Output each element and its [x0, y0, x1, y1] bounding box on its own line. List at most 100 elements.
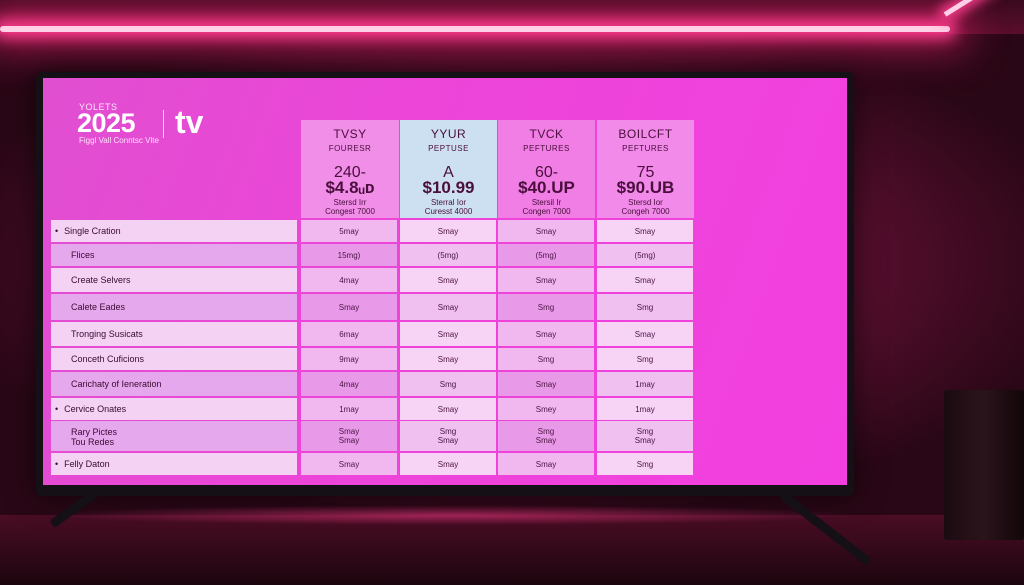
brand-kicker: YOLETS — [79, 102, 118, 112]
table-cell: (5mg) — [597, 244, 693, 266]
table-cell: 1may — [597, 398, 693, 420]
plan-column-3[interactable]: BOILCFT PEFTURES 75 $90.UB Stersd Ior Congeh … — [597, 120, 694, 218]
plan-description: Sterral Ior Curesst 4000 — [400, 198, 497, 216]
table-cell: 9may — [301, 348, 397, 370]
table-cell: Smay — [597, 268, 693, 292]
table-cell: Smey — [498, 398, 594, 420]
plan-price: $40.UP — [518, 178, 575, 197]
table-cell: Smay — [597, 322, 693, 346]
row-label: • Cervice Onates — [51, 398, 297, 420]
table-cell: Smay — [400, 220, 496, 242]
table-cell: Smg — [400, 372, 496, 396]
table-row[interactable]: • Single Cration 5may Smay Smay Smay — [43, 220, 699, 242]
table-row[interactable]: • Felly Daton Smay Smay Smay Smg — [43, 453, 699, 475]
plan-column-0[interactable]: TVSY FOURESR 240- $4.8ᵤᴅ Stersd Irr Congest 7… — [301, 120, 399, 218]
plan-description: Stersil Ir Congen 7000 — [498, 198, 595, 216]
plan-name: TVSY — [333, 127, 367, 141]
cell-value-secondary: Smay — [634, 436, 656, 445]
cell-value: Smay — [338, 427, 360, 436]
plan-price-top: 240- — [333, 164, 367, 181]
row-label-text: Conceth Cuficions — [71, 354, 145, 364]
table-row[interactable]: • Cervice Onates 1may Smay Smey 1may — [43, 398, 699, 420]
plan-price: $90.UB — [616, 178, 675, 197]
table-cell: Smay — [400, 294, 496, 320]
cell-value: Smg — [439, 427, 457, 436]
table-row[interactable]: Conceth Cuficions 9may Smay Smg Smg — [43, 348, 699, 370]
table-cell: Smg — [597, 294, 693, 320]
plan-price: $4.8ᵤᴅ — [325, 178, 375, 197]
plan-description-line: Congest 7000 — [325, 207, 375, 216]
table-row[interactable]: Tronging Susicats 6may Smay Smay Smay — [43, 322, 699, 346]
row-label-text: Flices — [71, 250, 95, 260]
plan-name: BOILCFT — [618, 127, 673, 141]
plan-feature-label: PEPTUSE — [428, 144, 469, 153]
table-cell: Smg — [498, 348, 594, 370]
plan-description-line: Sterral Ior — [430, 198, 467, 207]
row-label: Conceth Cuficions — [51, 348, 297, 370]
brand-tagline: Figgl Vall Conntsc Vlte — [79, 136, 159, 145]
table-cell: 1may — [301, 398, 397, 420]
table-cell: Smay — [400, 322, 496, 346]
table-cell: Smg Smay — [597, 421, 693, 451]
row-label-text: Tronging Susicats — [71, 329, 143, 339]
cell-value-secondary: Smay — [338, 436, 360, 445]
plan-feature-label: PEFTURES — [523, 144, 570, 153]
table-row[interactable]: Create Selvers 4may Smay Smay Smay — [43, 268, 699, 292]
table-cell: 1may — [597, 372, 693, 396]
row-label: Tronging Susicats — [51, 322, 297, 346]
row-label: Flices — [51, 244, 297, 266]
plan-price: $10.99 — [422, 178, 475, 197]
bullet-icon: • — [55, 459, 59, 469]
table-cell: Smay — [400, 348, 496, 370]
led-light-strip — [0, 26, 950, 32]
cell-value: Smg — [537, 427, 555, 436]
table-row[interactable]: Rary Pictes Tou Redes Smay Smay Smg Smay Smg Sm… — [43, 421, 699, 451]
table-cell: Smay — [400, 453, 496, 475]
row-label: Create Selvers — [51, 268, 297, 292]
cell-value: Smg — [636, 427, 654, 436]
plan-name: TVCK — [529, 127, 564, 141]
cell-value-secondary: Smay — [437, 436, 459, 445]
table-row[interactable]: Carichaty of Ieneration 4may Smg Smay 1may — [43, 372, 699, 396]
table-cell: 5may — [301, 220, 397, 242]
plan-description: Stersd Irr Congest 7000 — [301, 198, 399, 216]
bullet-icon: • — [55, 404, 59, 414]
plan-description-line: Curesst 4000 — [424, 207, 473, 216]
table-cell: 4may — [301, 372, 397, 396]
table-cell: 4may — [301, 268, 397, 292]
cell-value-secondary: Smay — [535, 436, 557, 445]
plan-description-line: Stersd Ior — [628, 198, 663, 207]
table-cell: Smg — [597, 348, 693, 370]
plan-column-2[interactable]: TVCK PEFTURES 60- $40.UP Stersil Ir Congen 70… — [498, 120, 595, 218]
speaker-box — [944, 390, 1024, 540]
plan-description-line: Stersil Ir — [531, 198, 562, 207]
plan-price-top: A — [443, 164, 454, 181]
table-row[interactable]: Flices 15mg) (5mg) (5mg) (5mg) — [43, 244, 699, 266]
floor — [0, 515, 1024, 585]
plan-name: YYUR — [430, 127, 467, 141]
table-row[interactable]: Calete Eades Smay Smay Smg Smg — [43, 294, 699, 320]
table-cell: Smay — [597, 220, 693, 242]
brand-divider — [163, 110, 164, 138]
table-cell: Smay — [400, 268, 496, 292]
table-cell: (5mg) — [498, 244, 594, 266]
table-cell: Smay — [498, 268, 594, 292]
row-label: Rary Pictes Tou Redes — [51, 421, 297, 451]
row-label-text: Carichaty of Ieneration — [71, 379, 162, 389]
row-label-text: Calete Eades — [71, 302, 126, 312]
row-label-text-secondary: Tou Redes — [71, 437, 115, 447]
table-cell: Smay — [400, 398, 496, 420]
plan-feature-label: PEFTURES — [622, 144, 669, 153]
row-label: Carichaty of Ieneration — [51, 372, 297, 396]
tv-screen: YOLETS 2025 tv Figgl Vall Conntsc Vlte T… — [43, 78, 847, 485]
table-cell: Smay — [498, 453, 594, 475]
plan-description-line: Stersd Irr — [333, 198, 367, 207]
row-label-text: Cervice Onates — [64, 404, 127, 414]
table-cell: 15mg) — [301, 244, 397, 266]
row-label: Calete Eades — [51, 294, 297, 320]
table-cell: Smg Smay — [498, 421, 594, 451]
row-label-text: Single Cration — [64, 226, 121, 236]
plan-column-1[interactable]: YYUR PEPTUSE A $10.99 Sterral Ior Curesst 400… — [400, 120, 497, 218]
table-cell: Smay — [301, 453, 397, 475]
plan-price-top: 60- — [534, 164, 559, 181]
